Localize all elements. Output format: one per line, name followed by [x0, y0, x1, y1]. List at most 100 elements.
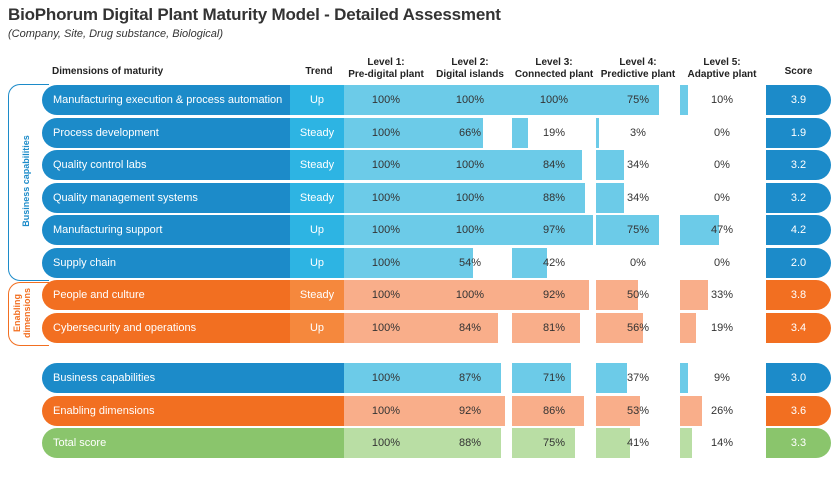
score-cell: 3.4: [766, 312, 831, 343]
level-4-bar: [596, 150, 625, 180]
level-5-bar: [680, 85, 689, 115]
level-4-value: 37%: [626, 372, 650, 384]
score-cell: 2.0: [766, 247, 831, 278]
level-4-bar: [596, 312, 643, 343]
level-2-bar: [428, 395, 505, 426]
score-cell: 4.2: [766, 215, 831, 245]
level-5-value: 0%: [714, 126, 730, 139]
header-level-3: Level 3: Connected plant: [512, 57, 596, 81]
summary-dimension-label: Business capabilities: [42, 363, 344, 393]
trend-cell: Up: [290, 215, 344, 245]
level-5-value: 9%: [714, 372, 730, 384]
level-5-value: 47%: [710, 224, 734, 236]
level-3-value: 19%: [542, 126, 566, 139]
summary-row: Enabling dimensions 100% 92% 86% 53% 26% 3.6: [42, 395, 831, 426]
level-4-bar: [596, 117, 599, 148]
level-2-value: 84%: [458, 321, 482, 334]
level-4-value: 75%: [626, 224, 650, 236]
level-2-bar: [428, 182, 512, 213]
level-3-value: 97%: [542, 224, 566, 236]
level-4-value: 3%: [630, 126, 646, 139]
level-3-value: 71%: [542, 372, 566, 384]
level-1-bar: [344, 280, 428, 310]
trend-cell: Steady: [290, 117, 344, 148]
header-level-2-line2: Digital islands: [436, 69, 504, 80]
summary-dimension-label: Enabling dimensions: [42, 395, 344, 426]
level-2-value: 100%: [455, 224, 485, 236]
level-1-value: 100%: [371, 404, 401, 417]
level-1-value: 100%: [371, 372, 401, 384]
level-2-bar: [428, 363, 501, 393]
dimension-row: Quality control labs Steady 100% 100% 84% 34%…: [42, 150, 831, 180]
dimension-row: Cybersecurity and operations Up 100% 84% 81%…: [42, 312, 831, 343]
level-5-value: 19%: [710, 321, 734, 334]
dimension-dimension-label: Quality management systems: [42, 182, 290, 213]
level-2-value: 100%: [455, 94, 485, 106]
score-cell: 3.0: [766, 363, 831, 393]
level-4-bar: [596, 215, 659, 245]
level-1-bar: [344, 363, 428, 393]
level-5-value: 10%: [710, 94, 734, 106]
level-3-bar: [512, 312, 580, 343]
level-3-value: 75%: [542, 437, 566, 449]
level-4-value: 34%: [626, 159, 650, 171]
level-1-bar: [344, 247, 428, 278]
header-trend: Trend: [305, 66, 333, 77]
trend-cell: Steady: [290, 280, 344, 310]
level-4-bar: [596, 363, 627, 393]
header-level-3-line1: Level 3:: [535, 57, 573, 68]
header-level-1: Level 1: Pre-digital plant: [344, 57, 428, 81]
level-4-value: 34%: [626, 191, 650, 204]
trend-cell: Steady: [290, 150, 344, 180]
dimension-dimension-label: People and culture: [42, 280, 290, 310]
dimension-row: People and culture Steady 100% 100% 92% 50% 33…: [42, 280, 831, 310]
level-4-value: 41%: [626, 437, 650, 449]
header-level-3-line2: Connected plant: [514, 69, 594, 80]
level-2-value: 87%: [458, 372, 482, 384]
header-level-4-line2: Predictive plant: [600, 69, 676, 80]
level-1-bar: [344, 215, 428, 245]
level-1-bar: [344, 312, 428, 343]
level-5-value: 26%: [710, 404, 734, 417]
level-2-bar: [428, 85, 512, 115]
level-3-value: 81%: [542, 321, 566, 334]
level-2-bar: [428, 215, 512, 245]
dimension-dimension-label: Quality control labs: [42, 150, 290, 180]
level-1-bar: [344, 182, 428, 213]
page-subtitle: (Company, Site, Drug substance, Biologic…: [8, 28, 224, 40]
level-1-value: 100%: [371, 126, 401, 139]
level-3-value: 88%: [542, 191, 566, 204]
level-1-value: 100%: [371, 289, 401, 301]
group-label-enabling-text: Enabling dimensions: [12, 288, 32, 339]
level-5-value: 14%: [710, 437, 734, 449]
level-3-bar: [512, 280, 589, 310]
level-2-bar: [428, 312, 499, 343]
dimension-row: Manufacturing execution & process automa…: [42, 85, 831, 115]
level-3-value: 84%: [542, 159, 566, 171]
level-4-value: 75%: [626, 94, 650, 106]
level-2-value: 100%: [455, 191, 485, 204]
score-cell: 3.2: [766, 150, 831, 180]
dimension-dimension-label: Process development: [42, 117, 290, 148]
header-level-5-line1: Level 5:: [703, 57, 741, 68]
trend-cell: Steady: [290, 182, 344, 213]
summary-row: Total score 100% 88% 75% 41% 14% 3.3: [42, 428, 831, 458]
level-4-bar: [596, 85, 659, 115]
dimension-dimension-label: Supply chain: [42, 247, 290, 278]
dimension-dimension-label: Manufacturing execution & process automa…: [42, 85, 290, 115]
level-4-bar: [596, 280, 638, 310]
level-3-bar: [512, 182, 586, 213]
level-4-bar: [596, 395, 641, 426]
level-5-bar: [680, 312, 696, 343]
level-2-bar: [428, 428, 502, 458]
header-level-1-line1: Level 1:: [367, 57, 405, 68]
level-1-value: 100%: [371, 191, 401, 204]
level-3-bar: [512, 363, 572, 393]
score-cell: 3.8: [766, 280, 831, 310]
score-cell: 3.9: [766, 85, 831, 115]
group-bracket-enabling: [8, 282, 49, 346]
level-5-bar: [680, 363, 688, 393]
dimension-dimension-label: Cybersecurity and operations: [42, 312, 290, 343]
level-1-value: 100%: [371, 437, 401, 449]
level-1-bar: [344, 85, 428, 115]
